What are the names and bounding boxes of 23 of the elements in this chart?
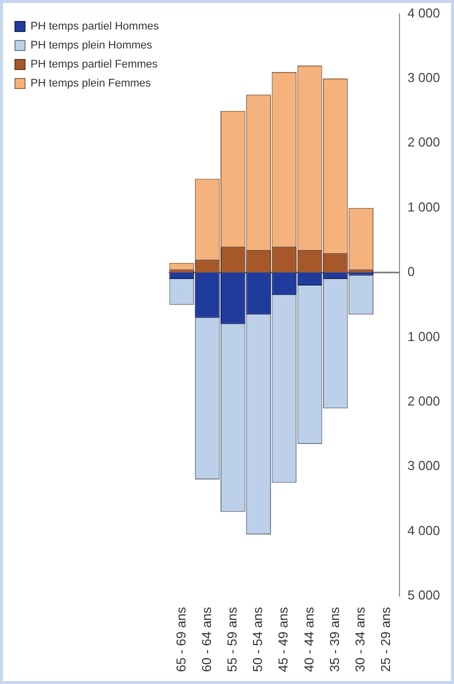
x-tick-label: 25 - 29 ans [378, 606, 394, 672]
x-tick-label: 35 - 39 ans [326, 606, 342, 672]
y-tick-label: 3 000 [407, 458, 440, 474]
x-tick-label: 55 - 59 ans [224, 606, 240, 672]
x-tick-label: 65 - 69 ans [173, 606, 188, 672]
x-tick-label: 50 - 54 ans [250, 606, 266, 672]
y-tick-label: 4 000 [407, 522, 440, 538]
y-tick-label: 5 000 [407, 588, 440, 603]
y-tick-label: 2 000 [407, 134, 440, 150]
legend-label: PH temps plein Hommes [30, 40, 153, 52]
x-tick-label: 40 - 44 ans [301, 606, 316, 672]
y-tick-label: 1 000 [407, 199, 440, 214]
x-tick-label: 60 - 64 ans [198, 606, 214, 672]
x-tick-label: 30 - 34 ans [352, 606, 368, 672]
legend-label: PH temps plein Femmes [30, 78, 152, 90]
legend-label: PH temps partiel Femmes [30, 58, 158, 71]
legend-label: PH temps partiel Hommes [30, 20, 160, 33]
x-tick-label: 45 - 49 ans [276, 606, 291, 672]
y-tick-label: 1 000 [407, 328, 440, 344]
y-tick-label: 3 000 [407, 70, 440, 86]
y-tick-label: 4 000 [407, 5, 440, 20]
y-tick-label: 2 000 [407, 393, 440, 408]
y-tick-label: 0 [407, 264, 415, 280]
